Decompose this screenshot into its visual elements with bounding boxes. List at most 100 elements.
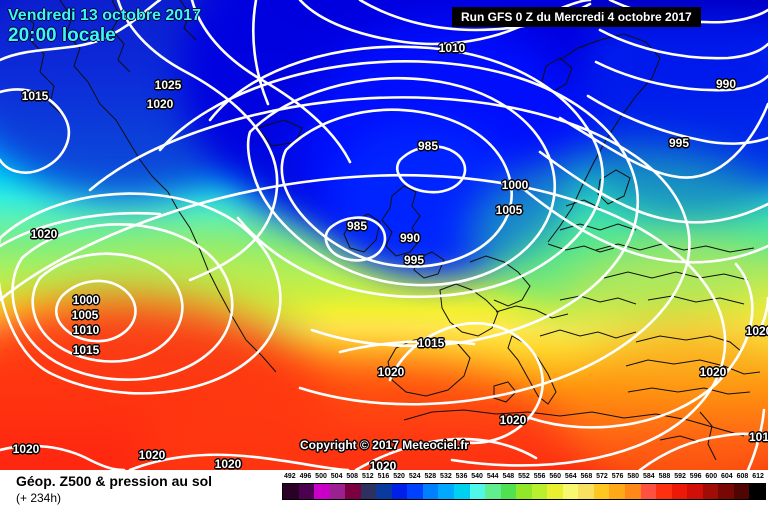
colorbar-tick-576: 576	[611, 473, 624, 480]
colorbar-swatch-500	[314, 484, 330, 499]
isobar-label-1020: 1020	[214, 457, 242, 470]
isobar-label-1010: 1010	[72, 323, 100, 337]
colorbar-tick-544: 544	[486, 473, 499, 480]
colorbar-tick-564: 564	[564, 473, 577, 480]
colorbar-swatch-576	[609, 484, 626, 499]
isobar-overlay	[0, 0, 768, 470]
legend-title: Géop. Z500 & pression au sol	[16, 473, 213, 489]
isobar-label-990: 990	[399, 231, 421, 245]
colorbar-tick-604: 604	[721, 473, 733, 480]
colorbar-tick-612: 612	[752, 473, 764, 480]
isobar-label-1015: 1015	[417, 336, 445, 350]
isobar-label-1020: 1020	[30, 227, 58, 241]
colorbar-swatch-516	[376, 484, 392, 499]
colorbar-swatch-560	[547, 484, 563, 499]
colorbar-swatch-520	[391, 484, 408, 499]
isobar-label-1005: 1005	[495, 203, 523, 217]
map-footer: Géop. Z500 & pression au sol (+ 234h) 49…	[0, 470, 768, 512]
colorbar-swatch-540	[469, 484, 486, 499]
isobar-label-1000: 1000	[501, 178, 529, 192]
colorbar-swatch-564	[562, 484, 579, 499]
colorbar-tick-504: 504	[330, 473, 343, 480]
model-run-banner: Run GFS 0 Z du Mercredi 4 octobre 2017	[452, 7, 701, 27]
valid-time-block: Vendredi 13 octobre 2017 20:00 locale	[8, 6, 201, 47]
colorbar-tick-584: 584	[642, 473, 655, 480]
isobar-label-1005: 1005	[71, 308, 99, 322]
colorbar-swatch-552	[516, 484, 532, 499]
colorbar-tick-500: 500	[315, 473, 327, 480]
legend-forecast-hour: (+ 234h)	[16, 491, 62, 505]
isobar-label-1020: 1020	[369, 459, 397, 470]
isobar-label-1020: 1020	[138, 448, 166, 462]
colorbar-tick-596: 596	[689, 473, 702, 480]
isobar-label-995: 995	[668, 136, 690, 150]
colorbar-tick-560: 560	[549, 473, 561, 480]
colorbar-swatch-492	[283, 484, 299, 499]
colorbar-swatch-512	[360, 484, 377, 499]
colorbar-swatch-548	[500, 484, 517, 499]
colorbar[interactable]: 492 496 500 504 508 512 516 520 524 528 532 536 540 5…	[282, 472, 766, 510]
copyright-notice: Copyright © 2017 Meteociel.fr	[300, 438, 469, 452]
colorbar-tick-568: 568	[580, 473, 593, 480]
isobar-label-1020: 1020	[12, 442, 40, 456]
colorbar-swatch-536	[454, 484, 470, 499]
colorbar-tick-580: 580	[627, 473, 640, 480]
colorbar-swatch-572	[593, 484, 610, 499]
isobar-label-1020: 1020	[699, 365, 727, 379]
colorbar-tick-540: 540	[471, 473, 483, 480]
colorbar-tick-508: 508	[346, 473, 359, 480]
colorbar-swatch-604	[718, 484, 734, 499]
colorbar-swatch-528	[422, 484, 439, 499]
colorbar-swatch-508	[345, 484, 361, 499]
colorbar-tick-592: 592	[674, 473, 686, 480]
colorbar-tick-528: 528	[424, 473, 437, 480]
colorbar-swatch-596	[687, 484, 703, 499]
isobar-label-1000: 1000	[72, 293, 100, 307]
colorbar-tick-492: 492	[283, 473, 296, 480]
colorbar-tick-548: 548	[502, 473, 515, 480]
isobar-label-1015: 1015	[21, 89, 49, 103]
colorbar-swatch-588	[656, 484, 672, 499]
valid-hour: 20:00 locale	[8, 25, 116, 46]
colorbar-swatch-568	[578, 484, 594, 499]
colorbar-swatch-584	[640, 484, 657, 499]
colorbar-tick-588: 588	[658, 473, 671, 480]
isobar-label-1025: 1025	[154, 78, 182, 92]
colorbar-swatch-544	[485, 484, 501, 499]
colorbar-tick-labels: 492 496 500 504 508 512 516 520 524 528 532 536 540 5…	[282, 472, 766, 481]
colorbar-tick-512: 512	[362, 473, 374, 480]
isobar-label-985: 985	[346, 219, 368, 233]
colorbar-tick-520: 520	[393, 473, 405, 480]
colorbar-swatch-608	[733, 484, 750, 499]
colorbar-swatch-580	[625, 484, 641, 499]
isobar-label-985: 985	[417, 139, 439, 153]
colorbar-tick-536: 536	[455, 473, 468, 480]
colorbar-swatch-612	[749, 484, 765, 499]
colorbar-tick-608: 608	[736, 473, 749, 480]
colorbar-tick-532: 532	[440, 473, 452, 480]
colorbar-tick-496: 496	[299, 473, 312, 480]
colorbar-tick-524: 524	[408, 473, 421, 480]
colorbar-tick-556: 556	[533, 473, 546, 480]
isobar-label-1020: 1020	[377, 365, 405, 379]
colorbar-tick-600: 600	[705, 473, 718, 480]
isobar-label-995: 995	[403, 253, 425, 267]
colorbar-swatch-496	[298, 484, 315, 499]
colorbar-tick-572: 572	[596, 473, 608, 480]
colorbar-tick-552: 552	[518, 473, 530, 480]
colorbar-swatch-504	[329, 484, 346, 499]
isobar-label-1015: 1015	[72, 343, 100, 357]
isobar-label-1020: 1020	[146, 97, 174, 111]
colorbar-tick-516: 516	[377, 473, 390, 480]
isobar-label-1020: 1020	[499, 413, 527, 427]
colorbar-swatch-600	[702, 484, 719, 499]
isobar-label-1020: 1020	[745, 324, 768, 338]
valid-date: Vendredi 13 octobre 2017	[8, 7, 201, 24]
colorbar-swatch-556	[531, 484, 548, 499]
isobar-label-1011: 1011	[748, 430, 768, 444]
isobar-label-1010: 1010	[438, 41, 466, 55]
colorbar-swatch-592	[671, 484, 688, 499]
isobar-label-990: 990	[715, 77, 737, 91]
weather-map[interactable]: 1015 1025 1020 1010 990 995 985 985 990 995 1000 10…	[0, 0, 768, 470]
